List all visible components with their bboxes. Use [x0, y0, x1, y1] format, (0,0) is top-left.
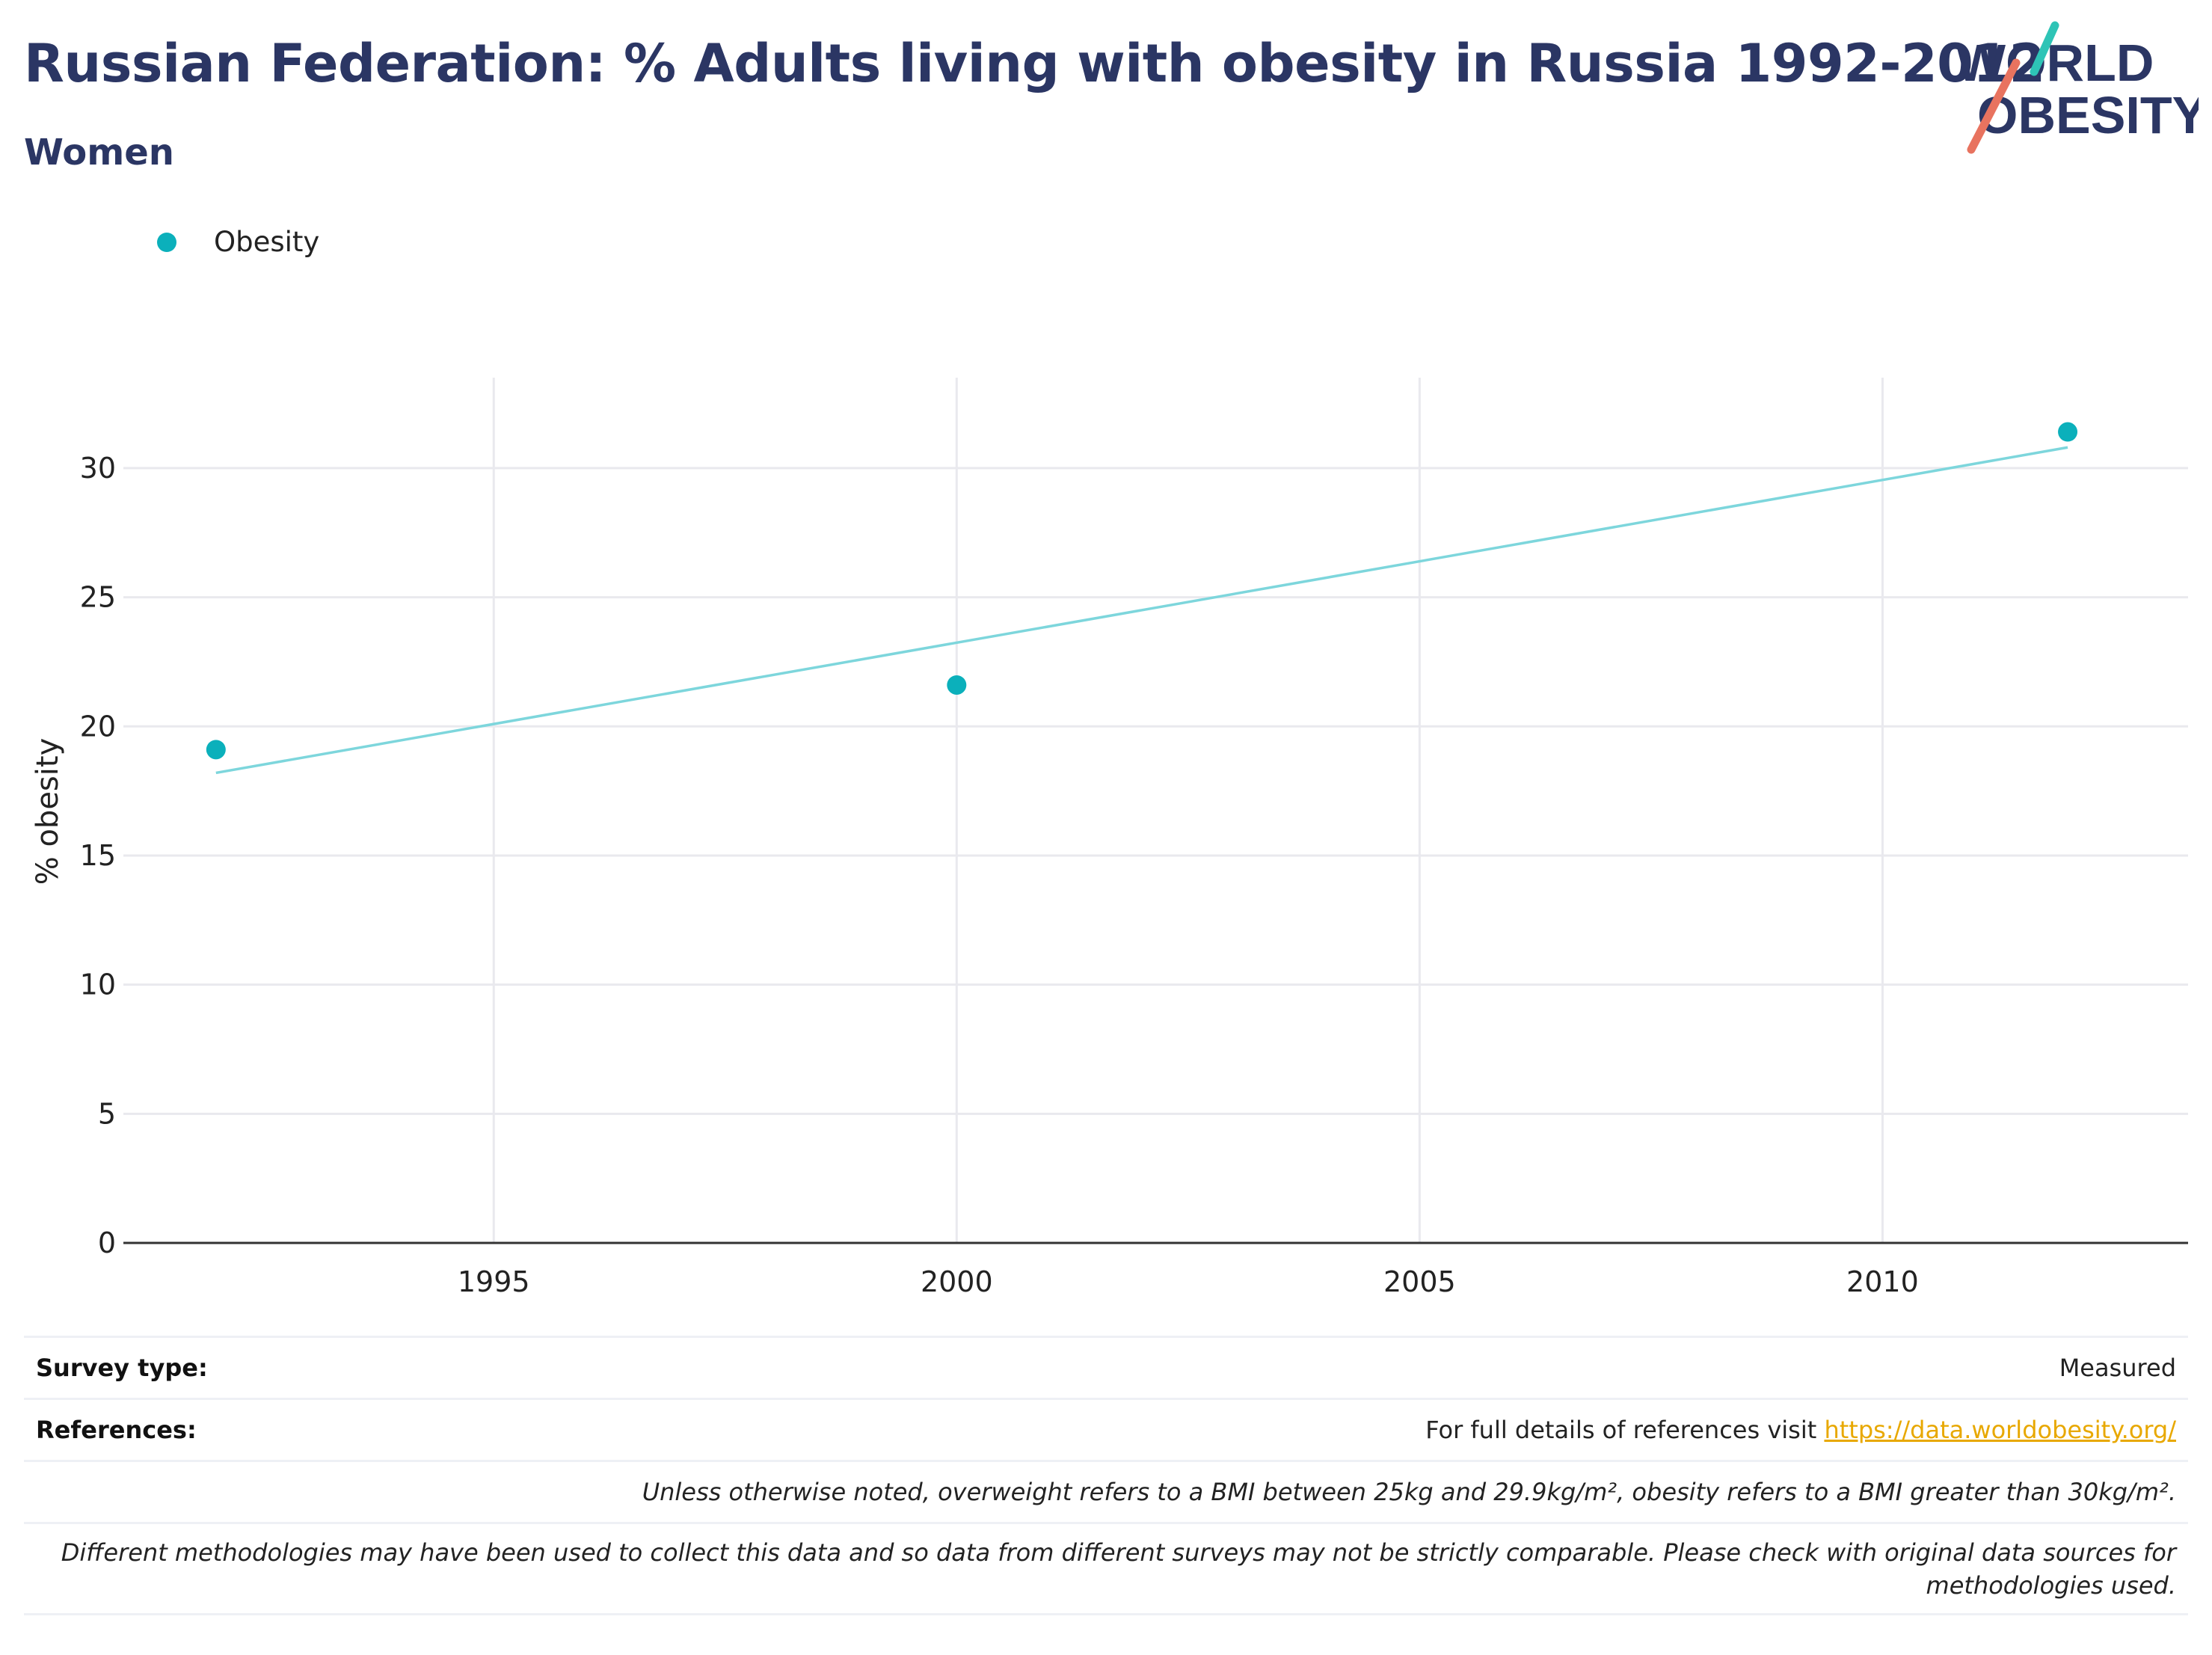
survey-type-label: Survey type:: [36, 1354, 208, 1382]
logo-coral-slash: [1967, 58, 2021, 154]
methodology-note: Different methodologies may have been us…: [61, 1538, 2176, 1600]
data-point-2000: [947, 675, 967, 695]
y-tick-label-30: 30: [80, 452, 116, 485]
x-tick-labels: 1995 2000 2005 2010: [458, 1265, 1919, 1298]
x-tick-label-2010: 2010: [1846, 1265, 1919, 1298]
horizontal-gridlines: [123, 467, 2188, 1115]
y-tick-label-0: 0: [98, 1226, 116, 1259]
survey-type-value: Measured: [2059, 1354, 2176, 1382]
survey-type-row: Survey type: Measured: [24, 1336, 2188, 1398]
y-tick-label-25: 25: [80, 581, 116, 614]
trendline: [215, 446, 2068, 775]
y-tick-label-5: 5: [98, 1097, 116, 1130]
references-row: References: For full details of referenc…: [24, 1398, 2188, 1460]
chart-plot: 1995 2000 2005 2010 0 5 10 15 20 25 30: [80, 378, 2188, 1298]
references-text: For full details of references visit: [1425, 1416, 1825, 1444]
page-title: Russian Federation: % Adults living with…: [24, 33, 2045, 94]
x-tick-label-2005: 2005: [1383, 1265, 1456, 1298]
definition-note-row: Unless otherwise noted, overweight refer…: [24, 1460, 2188, 1522]
page-subtitle: Women: [24, 132, 174, 174]
legend-label-obesity: Obesity: [214, 226, 320, 258]
x-tick-label-1995: 1995: [458, 1265, 530, 1298]
references-value: For full details of references visit htt…: [1425, 1416, 2176, 1444]
y-tick-label-15: 15: [80, 839, 116, 872]
chart-legend[interactable]: Obesity: [157, 226, 319, 258]
references-label: References:: [36, 1416, 197, 1444]
y-tick-labels: 0 5 10 15 20 25 30: [80, 452, 116, 1259]
data-point-2012: [2058, 422, 2078, 442]
logo-line-obesity: OBESITY: [1977, 86, 2199, 144]
logo-teal-slash: [2030, 21, 2059, 76]
references-link[interactable]: https://data.worldobesity.org/: [1824, 1416, 2176, 1444]
data-point-1992: [206, 740, 226, 760]
y-tick-label-10: 10: [80, 968, 116, 1001]
world-obesity-logo: WORLD OBESITY: [1956, 21, 2199, 154]
trendline-group: [215, 446, 2068, 775]
data-points-group: [206, 422, 2078, 760]
methodology-note-row: Different methodologies may have been us…: [24, 1522, 2188, 1615]
x-tick-label-2000: 2000: [921, 1265, 993, 1298]
legend-marker-icon: [157, 232, 176, 252]
definition-note: Unless otherwise noted, overweight refer…: [642, 1478, 2176, 1506]
info-table: Survey type: Measured References: For fu…: [24, 1336, 2188, 1615]
y-tick-label-20: 20: [80, 710, 116, 743]
vertical-gridlines: [492, 378, 1884, 1243]
y-axis-label: % obesity: [31, 737, 65, 885]
logo-line-world: WORLD: [1956, 34, 2154, 92]
